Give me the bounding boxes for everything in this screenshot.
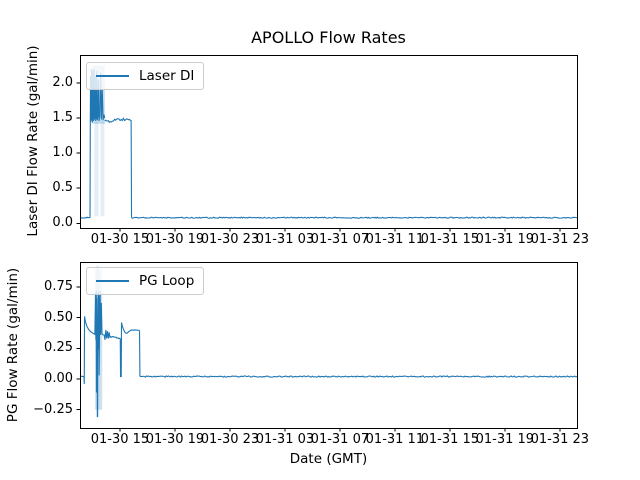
legend-label-laser-di: Laser DI (139, 68, 195, 84)
y-tick-label: 0.25 (44, 340, 73, 356)
data-line-laser-di (79, 216, 91, 219)
data-line-pg-loop (119, 322, 140, 378)
x-tick-label: 01-30 19 (145, 432, 205, 447)
data-line-pg-loop (139, 375, 578, 378)
axes-spine (80, 262, 578, 429)
x-tick-label: 01-30 23 (200, 432, 260, 447)
data-line-pg-loop (102, 329, 121, 340)
x-tick-label: 01-30 19 (145, 232, 205, 247)
x-tick-label: 01-30 15 (90, 432, 150, 447)
y-tick-label: 2.0 (52, 75, 73, 91)
x-tick-label: 01-31 15 (420, 232, 480, 247)
data-line-laser-di (104, 117, 132, 124)
axes-spine (80, 55, 578, 229)
y-tick-label: 1.0 (52, 145, 73, 161)
laser-di-line-sample-icon (96, 75, 129, 77)
x-tick-label: 01-31 11 (365, 232, 425, 247)
x-tick-label: 01-31 19 (475, 432, 535, 447)
x-tick-label: 01-31 11 (365, 432, 425, 447)
x-tick-label: 01-31 19 (475, 232, 535, 247)
dense-data-band (100, 121, 105, 217)
x-tick-label: 01-31 07 (310, 432, 370, 447)
x-tick-label: 01-31 15 (420, 432, 480, 447)
y-tick-label: 1.5 (52, 110, 73, 126)
y-tick-label: 0.5 (52, 180, 73, 196)
x-tick-label: 01-31 03 (255, 432, 315, 447)
y-tick-label: −0.25 (33, 401, 73, 417)
x-tick-label: 01-31 07 (310, 232, 370, 247)
pg-loop-line-sample-icon (96, 280, 129, 282)
y-tick-label: 0.50 (44, 309, 73, 325)
legend-laser-di: Laser DI (86, 62, 204, 90)
x-tick-label: 01-30 15 (90, 232, 150, 247)
y-tick-label: 0.00 (44, 371, 73, 386)
legend-label-pg-loop: PG Loop (139, 273, 195, 289)
data-line-pg-loop (94, 290, 104, 418)
x-tick-label: 01-30 23 (200, 232, 260, 247)
x-tick-label: 01-31 23 (530, 232, 590, 247)
x-tick-label: 01-31 03 (255, 232, 315, 247)
legend-pg-loop: PG Loop (86, 267, 204, 295)
y-tick-label: 0.75 (44, 278, 73, 294)
figure-title: APOLLO Flow Rates (251, 28, 406, 47)
y-tick-label: 0.0 (52, 215, 73, 231)
x-tick-label: 01-31 23 (530, 432, 590, 447)
dense-data-band (94, 121, 99, 217)
data-line-laser-di (131, 216, 578, 219)
data-line-pg-loop (83, 316, 96, 384)
x-axis-label: Date (GMT) (289, 451, 368, 467)
